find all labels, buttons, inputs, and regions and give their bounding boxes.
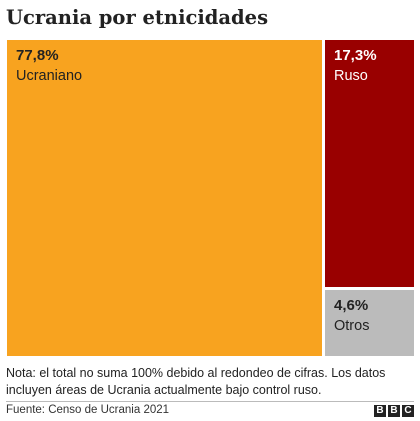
tile-label-ucraniano: Ucraniano [16, 68, 83, 84]
chart-source: Fuente: Censo de Ucrania 2021 [6, 404, 170, 416]
tile-ruso: 17,3% Ruso [325, 40, 414, 287]
logo-letter: B [374, 405, 386, 417]
chart-title: Ucrania por etnicidades [6, 6, 269, 29]
tile-value-ruso: 17,3% [334, 47, 377, 64]
treemap-chart: 77,8% Ucraniano 17,3% Ruso 4,6% Otros [7, 40, 414, 356]
tile-ucraniano: 77,8% Ucraniano [7, 40, 322, 356]
chart-note: Nota: el total no suma 100% debido al re… [6, 366, 386, 397]
bbc-logo: B B C [374, 405, 414, 417]
tile-value-otros: 4,6% [334, 297, 369, 314]
footer-divider [6, 401, 414, 402]
tile-label-otros: Otros [334, 318, 370, 334]
tile-value-ucraniano: 77,8% [16, 47, 59, 64]
logo-letter: B [388, 405, 400, 417]
tile-otros: 4,6% Otros [325, 290, 414, 356]
logo-letter: C [402, 405, 414, 417]
tile-label-ruso: Ruso [334, 68, 368, 84]
